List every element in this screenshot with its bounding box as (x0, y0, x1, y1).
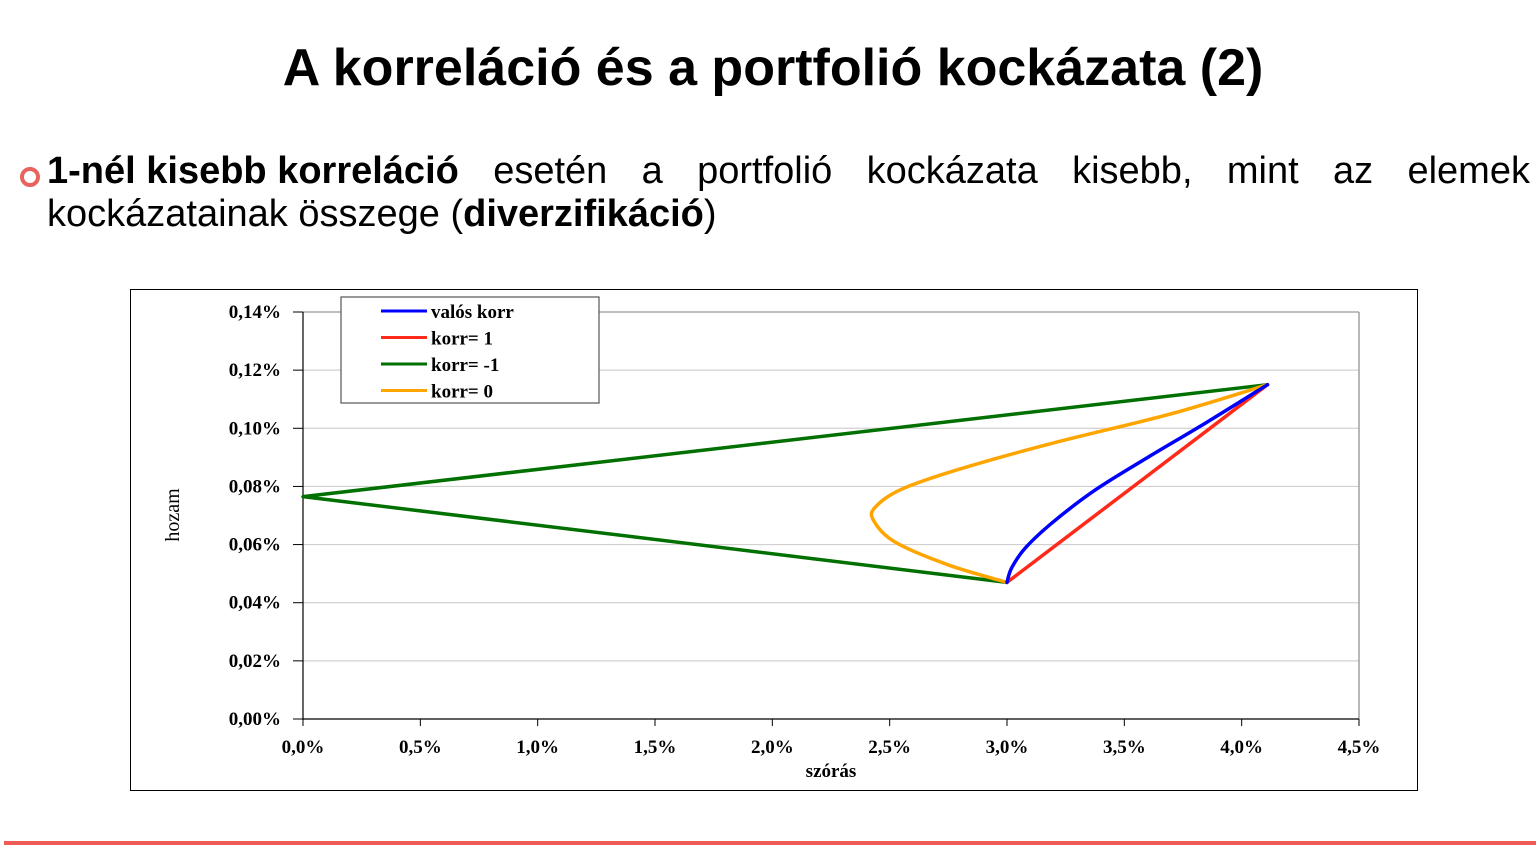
risk-return-chart: 0,00% 0,02% 0,04% 0,06% 0,08% 0,10% 0,12% 0,14%… (162, 296, 1381, 782)
y-tick-label: 0,14% (229, 302, 281, 323)
bullet-word: portfolió (697, 150, 833, 192)
y-tick-label: 0,06% (229, 535, 281, 556)
bullet-word: mint (1226, 150, 1299, 192)
legend-label: valós korr (431, 302, 514, 323)
hollow-circle-bullet-icon (20, 167, 40, 187)
y-tick-label: 0,10% (229, 418, 281, 439)
x-tick-label: 1,0% (516, 737, 559, 758)
legend-label: korr= 1 (431, 329, 493, 350)
x-tick-label: 3,0% (986, 737, 1029, 758)
bullet-text: 1-nél kisebb korreláció esetén a portfol… (47, 150, 1530, 236)
x-tick-label: 1,5% (634, 737, 677, 758)
legend-label: korr= -1 (431, 355, 499, 376)
chart-container: 0,00% 0,02% 0,04% 0,06% 0,08% 0,10% 0,12% 0,14%… (130, 289, 1418, 791)
footer-accent-bar (4, 841, 1536, 845)
bullet-paragraph: 1-nél kisebb korreláció esetén a portfol… (18, 150, 1530, 236)
bullet-word: elemek (1407, 150, 1530, 192)
bullet-line-2: kockázatainak összege (diverzifikáció) (47, 193, 1530, 236)
x-tick-label: 0,5% (399, 737, 442, 758)
y-tick-label: 0,00% (229, 709, 281, 730)
bullet-line2-suffix: ) (703, 193, 717, 235)
bullet-word: az (1332, 150, 1374, 192)
y-tick-label: 0,02% (229, 651, 281, 672)
x-tick-label: 3,5% (1103, 737, 1146, 758)
series-line-korr-0 (869, 382, 1270, 585)
y-tick-label: 0,12% (229, 360, 281, 381)
bullet-word: a (641, 150, 663, 192)
slide-title: A korreláció és a portfolió kockázata (2… (282, 39, 1264, 97)
bullet-bold-lead: 1-nél kisebb korreláció (47, 150, 459, 192)
legend-label: korr= 0 (431, 382, 493, 403)
series-line-korr-1 (301, 382, 1270, 585)
series-line-val-s-korr (1005, 382, 1270, 585)
x-tick-label: 4,0% (1220, 737, 1263, 758)
chart-axes: 0,00% 0,02% 0,04% 0,06% 0,08% 0,10% 0,12% 0,14%… (229, 302, 1381, 758)
bullet-word: esetén (493, 150, 608, 192)
bullet-word: kisebb, (1072, 150, 1193, 192)
x-axis-title: szórás (806, 761, 857, 782)
bullet-word: kockázata (866, 150, 1038, 192)
y-tick-label: 0,08% (229, 476, 281, 497)
x-tick-label: 0,0% (282, 737, 325, 758)
y-tick-label: 0,04% (229, 593, 281, 614)
bullet-bold-term: diverzifikáció (463, 193, 704, 235)
chart-series (301, 382, 1270, 585)
chart-legend: valós korr korr= 1 korr= -1 korr= 0 (340, 296, 600, 404)
y-axis-title: hozam (162, 488, 184, 542)
bullet-line2-prefix: kockázatainak összege ( (47, 193, 464, 235)
x-tick-label: 2,5% (868, 737, 911, 758)
x-tick-label: 4,5% (1338, 737, 1381, 758)
x-tick-label: 2,0% (751, 737, 794, 758)
series-line-korr-1 (1005, 382, 1270, 585)
bullet-line-1: 1-nél kisebb korreláció esetén a portfol… (47, 150, 1530, 193)
legend-box (340, 296, 600, 404)
